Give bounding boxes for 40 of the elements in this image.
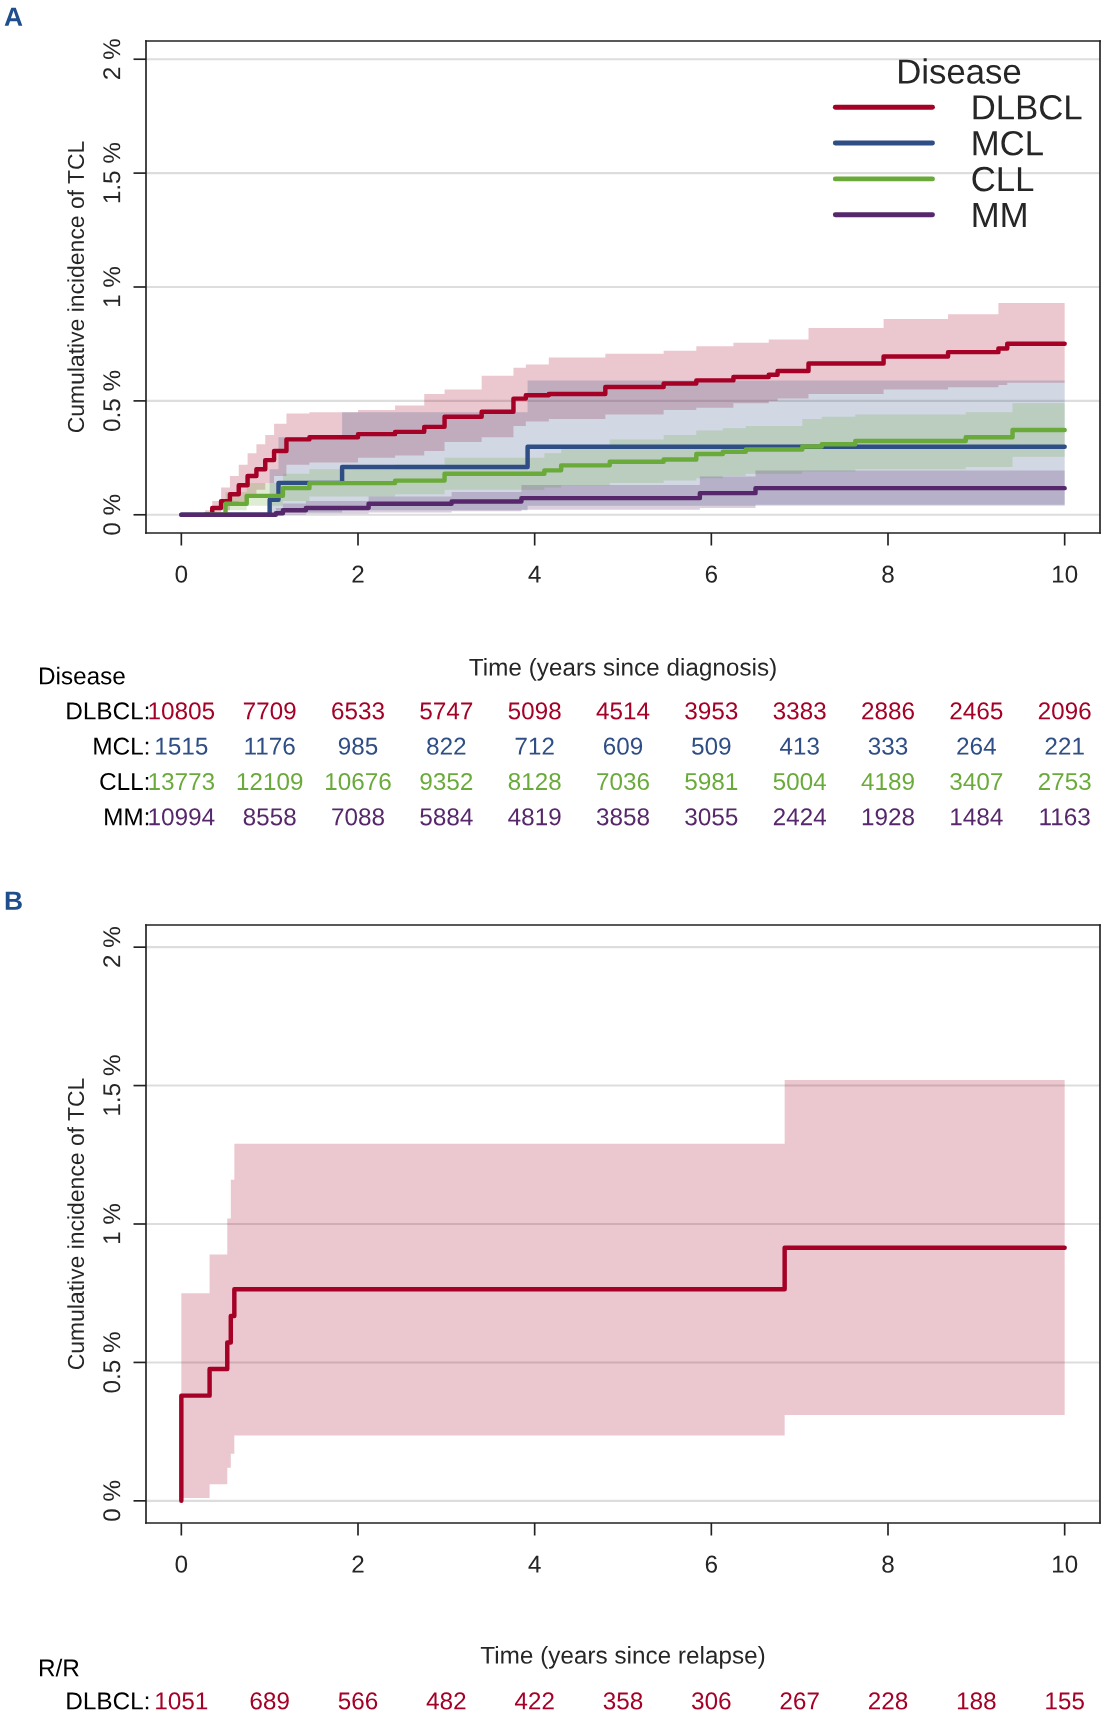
y-tick-label: 0.5 % — [103, 1332, 121, 1393]
text: Disease — [39, 666, 125, 685]
x-tick-label: 0 — [175, 565, 188, 583]
x-tick-label: 8 — [882, 565, 894, 583]
y-axis-title: Cumulative incidence of TCL — [67, 141, 85, 433]
y-tick-label: 2 % — [103, 927, 121, 967]
x-tick-label: 4 — [528, 1555, 541, 1573]
text: CLL:13773 12109 10676 9352 8128 7036 5981 5004 4189 3407 2753 — [100, 772, 1091, 791]
y-tick-label: 0 % — [103, 1480, 121, 1521]
y-tick-label: 1 % — [103, 266, 121, 307]
legend-label: DLBCL — [973, 95, 1082, 120]
legend-label: MM — [973, 203, 1026, 227]
legend-label: CLL — [972, 166, 1034, 192]
text: MM:10994 8558 7088 5884 4819 3858 3055 2424 1928 1484 1163 — [105, 808, 1090, 826]
text: DLBCL:10805 7709 6533 5747 5098 4514 3953 3383 2886 2465 2096 — [67, 702, 1091, 720]
text: R/R — [39, 1658, 79, 1677]
text: MCL: 1515 1176 985 822 712 609 509 413 333 264 221 — [94, 737, 1084, 755]
x-tick-label: 6 — [705, 1555, 718, 1573]
text: DLBCL: 1051 689 566 482 422 358 306 267 228 188 155 — [67, 1692, 1084, 1710]
legend-label: MCL — [973, 130, 1043, 156]
chart-title: B — [5, 891, 22, 910]
y-tick-label: 0 % — [103, 494, 121, 535]
y-axis-title: Cumulative incidence of TCL — [67, 1078, 85, 1370]
x-tick-label: 4 — [528, 565, 541, 583]
chart-title: A — [4, 7, 23, 26]
y-tick-label: 2 % — [103, 39, 121, 79]
x-tick-label: 2 — [352, 565, 364, 583]
y-tick-label: 1.5 % — [103, 1055, 121, 1115]
x-tick-label: 8 — [882, 1555, 894, 1573]
x-tick-label: 10 — [1053, 565, 1078, 583]
y-tick-label: 1 % — [103, 1203, 121, 1244]
y-tick-label: 0.5 % — [103, 370, 121, 432]
y-tick-label: 1.5 % — [103, 142, 121, 203]
legend-title: Disease — [899, 58, 1021, 84]
x-tick-label: 0 — [175, 1555, 188, 1573]
x-tick-label: 10 — [1053, 1555, 1078, 1573]
x-tick-label: 6 — [705, 565, 718, 583]
x-axis-title: Time (years since diagnosis) — [469, 658, 776, 681]
x-axis-title: Time (years since relapse) — [480, 1646, 765, 1669]
x-tick-label: 2 — [352, 1555, 364, 1573]
